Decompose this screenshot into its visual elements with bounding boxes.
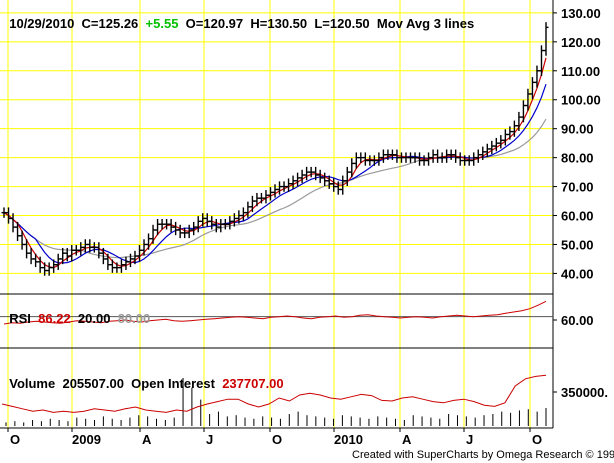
oi-label: Open Interest: [131, 376, 215, 391]
x-tick-label: O: [272, 432, 282, 447]
price-bar: [421, 155, 427, 166]
ma-mid-line: [3, 84, 547, 264]
x-tick-label: 2010: [334, 432, 363, 447]
price-bar: [267, 187, 273, 201]
legend-change: +5.55: [145, 16, 179, 31]
credit-line: Created with SuperCharts by Omega Resear…: [352, 449, 614, 461]
price-bar: [543, 22, 549, 56]
rsi-level-high: 80.00: [117, 311, 151, 326]
y-tick-label: 100.00: [561, 93, 601, 108]
price-bar: [295, 172, 301, 186]
volume-value: 205507.00: [62, 376, 124, 391]
rsi-line: [3, 300, 547, 325]
panel-dividers: [0, 0, 554, 429]
price-bar: [371, 155, 377, 166]
y-tick-label: 110.00: [561, 64, 600, 79]
price-bar: [173, 221, 179, 236]
price-bar: [222, 219, 228, 230]
rsi-y-tick-label: 60.00: [561, 313, 594, 328]
price-bar: [448, 149, 454, 160]
y-tick-label: 50.00: [561, 237, 594, 252]
price-axis: 130.00 120.00 110.00 100.00 90.00 80.00 70.00 6…: [553, 6, 601, 281]
x-tick-label: J: [466, 432, 473, 447]
y-tick-label: 60.00: [561, 209, 594, 224]
price-bar: [430, 149, 436, 163]
price-bar: [249, 195, 255, 213]
volume-panel: 350000.: [1, 374, 608, 426]
price-bar: [254, 192, 260, 207]
grid-lines: [0, 0, 553, 428]
x-tick-label: 2009: [72, 432, 101, 447]
price-bars: [1, 22, 549, 276]
legend-date: 10/29/2010: [9, 16, 75, 31]
rsi-value: 86.22: [38, 311, 71, 326]
price-bar: [109, 259, 115, 273]
y-tick-label: 40.00: [561, 266, 594, 281]
price-bar: [1, 207, 7, 218]
price-bar: [435, 149, 441, 163]
price-bar: [91, 242, 97, 253]
price-bar: [322, 172, 328, 186]
x-tick-label: O: [532, 432, 542, 447]
price-bar: [380, 149, 386, 163]
y-tick-label: 120.00: [561, 35, 601, 50]
price-bar: [33, 253, 39, 268]
rsi-panel: 60.00: [0, 300, 594, 328]
legend-low: L=120.50: [314, 16, 370, 31]
x-tick-label: O: [10, 432, 20, 447]
y-tick-label: 80.00: [561, 151, 594, 166]
price-bar: [439, 152, 445, 163]
legend-close: C=125.26: [81, 16, 139, 31]
price-bar: [520, 100, 526, 123]
rsi-legend: RSI 86.22 20.00 80.00: [2, 296, 150, 326]
price-bar: [457, 152, 463, 166]
x-tick-label: A: [402, 432, 412, 447]
y-tick-label: 70.00: [561, 180, 594, 195]
price-bar: [367, 155, 373, 166]
price-bar: [177, 224, 183, 239]
volume-legend: Volume 205507.00 Open Interest 237707.00: [2, 361, 284, 391]
price-legend: 10/29/2010 C=125.26 +5.55 O=120.97 H=130…: [2, 1, 474, 31]
rsi-level-low: 20.00: [77, 311, 111, 326]
price-bar: [389, 149, 395, 160]
volume-label: Volume: [9, 376, 56, 391]
price-bar: [475, 149, 481, 163]
price-bar: [123, 256, 129, 270]
price-bar: [195, 216, 201, 233]
y-tick-label: 90.00: [561, 122, 594, 137]
price-bar: [10, 213, 16, 233]
rsi-label: RSI: [9, 311, 31, 326]
price-bar: [146, 233, 152, 250]
legend-high: H=130.50: [250, 16, 308, 31]
price-bar: [408, 152, 413, 163]
price-bar: [218, 219, 224, 233]
x-tick-label: J: [206, 432, 213, 447]
open-interest-line: [1, 374, 547, 413]
y-tick-label: 130.00: [561, 6, 601, 21]
legend-open: O=120.97: [185, 16, 244, 31]
oi-value: 237707.00: [222, 376, 284, 391]
legend-study: Mov Avg 3 lines: [376, 16, 475, 31]
price-bar: [127, 253, 133, 268]
price-bar: [516, 111, 522, 131]
price-bar: [538, 45, 544, 76]
price-bar: [141, 239, 147, 256]
time-axis: O 2009 A J O 2010 A J O: [7, 428, 542, 447]
x-tick-label: A: [142, 432, 152, 447]
price-bar: [209, 216, 215, 230]
price-bar: [403, 152, 409, 163]
volume-y-tick-label: 350000.: [561, 385, 608, 400]
price-bar: [150, 224, 156, 244]
price-bar: [466, 155, 472, 166]
